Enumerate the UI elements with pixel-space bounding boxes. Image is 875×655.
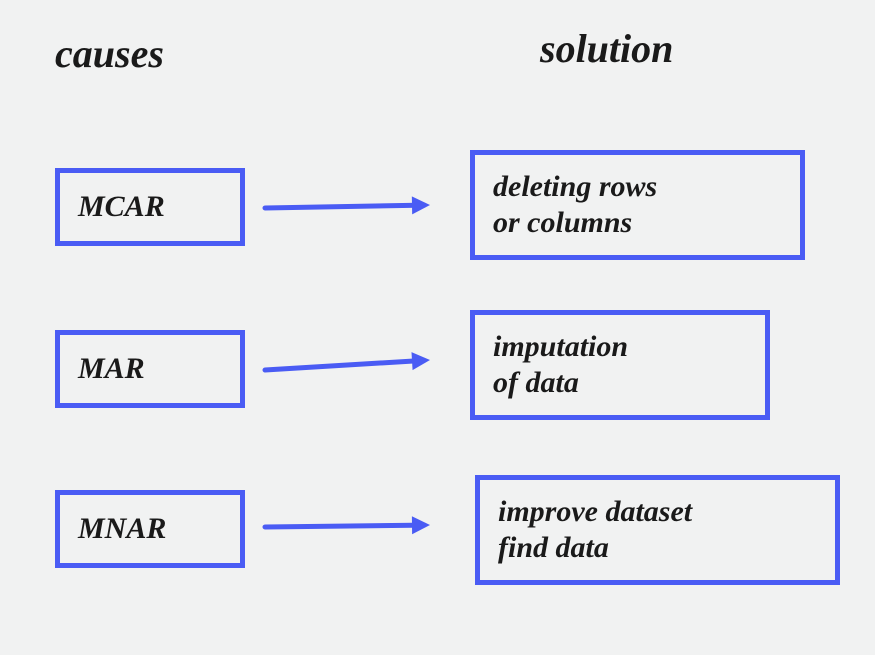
arrow-icon [249, 344, 446, 386]
arrow-icon [249, 189, 446, 224]
solution-box-improve: improve dataset find data [475, 475, 840, 585]
cause-box-mar: MAR [55, 330, 245, 408]
solution-box-deleting: deleting rows or columns [470, 150, 805, 260]
cause-box-mnar: MNAR [55, 490, 245, 568]
cause-box-mcar: MCAR [55, 168, 245, 246]
solution-box-imputation: imputation of data [470, 310, 770, 420]
header-solution: solution [540, 25, 673, 72]
header-causes: causes [55, 30, 164, 77]
arrow-icon [249, 509, 446, 543]
